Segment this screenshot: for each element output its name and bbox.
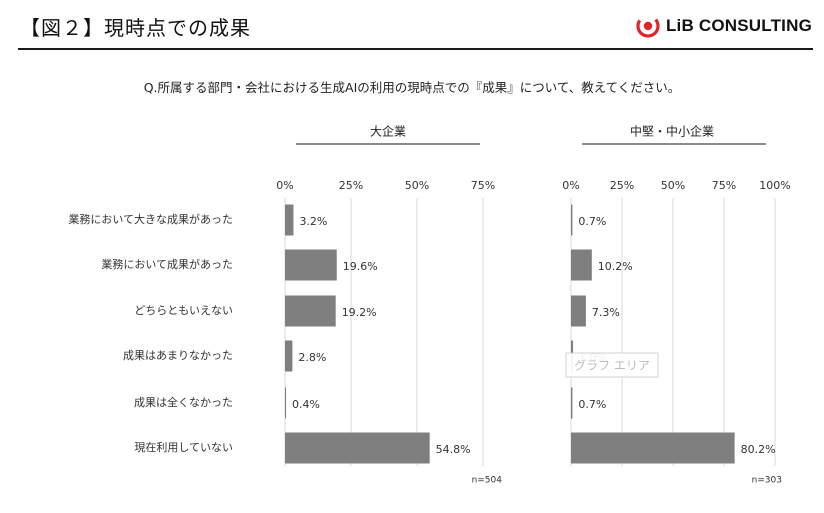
data-label: 3.2% xyxy=(299,215,327,228)
category-label: 成果は全くなかった xyxy=(134,395,233,409)
category-label: どちらともいえない xyxy=(134,304,233,317)
lib-logo-icon xyxy=(636,14,660,38)
data-label: 19.2% xyxy=(342,306,377,319)
header-divider xyxy=(18,48,813,50)
bar xyxy=(285,249,337,281)
tick-label: 50% xyxy=(661,179,685,192)
bar xyxy=(285,295,336,327)
bar xyxy=(571,295,586,327)
data-label: 0.4% xyxy=(292,398,320,411)
category-label: 業務において成果があった xyxy=(101,257,233,271)
data-label: 0.7% xyxy=(578,215,606,228)
tick-label: 100% xyxy=(759,179,790,192)
tick-label: 25% xyxy=(610,179,634,192)
brand-name: LiB CONSULTING xyxy=(665,16,812,35)
bar xyxy=(285,432,430,464)
tick-label: 50% xyxy=(405,179,429,192)
data-label: 10.2% xyxy=(598,260,633,273)
tick-label: 0% xyxy=(276,179,293,192)
panel-title: 大企業 xyxy=(370,124,406,139)
data-label: 0.7% xyxy=(578,398,606,411)
chart-area-tooltip xyxy=(565,352,659,378)
bar xyxy=(571,432,735,464)
figure-title: 【図２】現時点での成果 xyxy=(20,16,251,40)
tick-label: 75% xyxy=(712,179,736,192)
data-label: 2.8% xyxy=(298,351,326,364)
bar xyxy=(285,340,293,372)
tick-label: 75% xyxy=(471,179,495,192)
data-label: 54.8% xyxy=(436,443,471,456)
data-label: 7.3% xyxy=(592,306,620,319)
category-label: 業務において大きな成果があった xyxy=(68,212,233,226)
chart-area-tooltip-text: グラフ エリア xyxy=(574,359,650,373)
bar xyxy=(285,204,294,236)
data-label: 80.2% xyxy=(741,443,776,456)
sample-size-label: n=504 xyxy=(472,476,503,486)
bar xyxy=(571,387,573,419)
bar xyxy=(571,249,592,281)
brand-logo: LiB CONSULTING xyxy=(636,14,812,38)
sample-size-label: n=303 xyxy=(752,476,782,486)
tick-label: 25% xyxy=(339,179,363,192)
category-label: 現在利用していない xyxy=(134,441,233,454)
panel-title: 中堅・中小企業 xyxy=(630,124,714,139)
tick-label: 0% xyxy=(562,179,579,192)
data-label: 19.6% xyxy=(343,260,378,273)
bar xyxy=(285,387,287,419)
category-label: 成果はあまりなかった xyxy=(123,349,233,362)
survey-question: Q.所属する部門・会社における生成AIの利用の現時点での『成果』について、教えて… xyxy=(143,80,681,95)
bar xyxy=(571,204,573,236)
